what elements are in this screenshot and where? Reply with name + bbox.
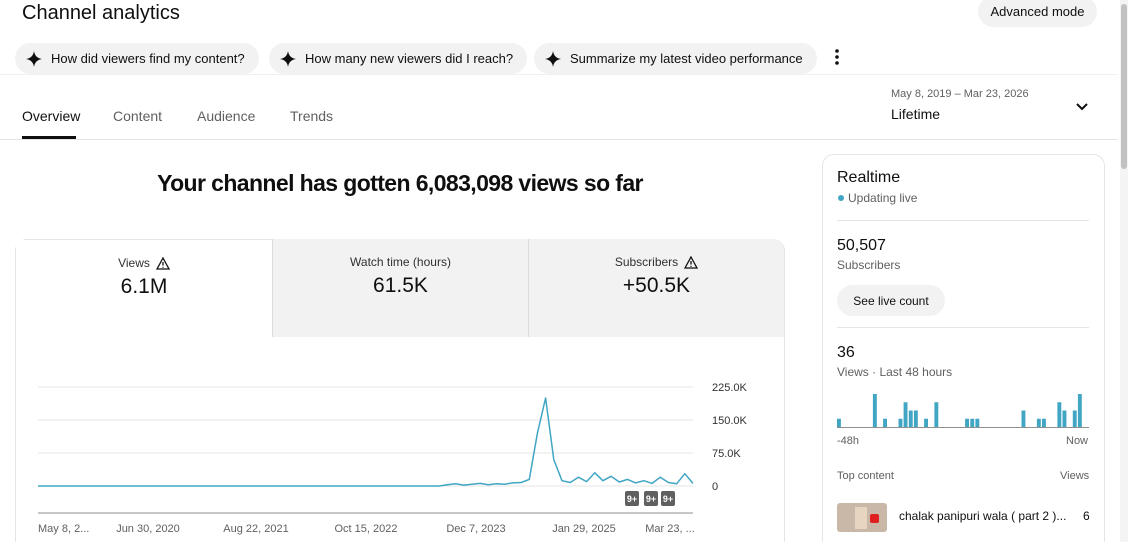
chip-text: How did viewers find my content? xyxy=(51,51,245,66)
suggestion-chip[interactable]: Summarize my latest video performance xyxy=(534,43,817,74)
suggestion-chip[interactable]: How many new viewers did I reach? xyxy=(269,43,528,74)
more-menu[interactable] xyxy=(832,48,842,66)
start-label: -48h xyxy=(837,435,860,447)
page-title: Channel analytics xyxy=(22,2,180,24)
realtime-card xyxy=(822,154,1105,542)
metric-tab[interactable]: Watch time (hours) 61.5K xyxy=(272,239,528,337)
sparkle-icon xyxy=(545,50,561,67)
tab[interactable]: Content xyxy=(113,108,163,124)
metric-tab[interactable]: Views 6.1M xyxy=(16,240,272,338)
warning-icon xyxy=(155,256,170,270)
metric-tab[interactable]: Subscribers +50.5K xyxy=(528,239,784,337)
metric-label: Subscribers xyxy=(614,255,679,269)
divider xyxy=(837,327,1089,328)
top-content-title: Top content xyxy=(837,470,894,482)
live-dot xyxy=(838,195,844,201)
subscriber-count: 50,507 xyxy=(837,237,886,254)
sparkle-icon xyxy=(26,50,42,67)
tab-indicator xyxy=(22,136,76,139)
tab-overview[interactable]: Overview xyxy=(22,108,81,124)
metric-value: 61.5K xyxy=(373,274,428,297)
scrollbar[interactable] xyxy=(1120,0,1128,542)
chevron[interactable] xyxy=(1075,101,1089,113)
views-column: Views xyxy=(1060,470,1090,482)
suggestion-chip[interactable]: How did viewers find my content? xyxy=(15,43,259,74)
tab[interactable]: Audience xyxy=(197,108,256,124)
live-count-button[interactable]: See live count xyxy=(837,285,945,316)
metric-value: +50.5K xyxy=(622,274,691,297)
date-label[interactable]: Lifetime xyxy=(891,106,941,122)
views-count: 36 xyxy=(837,344,855,361)
views-label: Views · Last 48 hours xyxy=(837,365,953,379)
headline: Your channel has gotten 6,083,098 views … xyxy=(157,170,643,196)
separator xyxy=(0,74,1118,75)
advanced-mode-button[interactable]: Advanced mode xyxy=(978,0,1097,27)
content-title[interactable]: chalak panipuri wala ( part 2 )... xyxy=(899,509,1067,523)
separator xyxy=(0,139,1118,140)
chip-text: Summarize my latest video performance xyxy=(570,51,803,66)
realtime-title: Realtime xyxy=(837,169,901,186)
chip-text: How many new viewers did I reach? xyxy=(305,51,514,66)
thumbnail[interactable] xyxy=(837,503,887,532)
date-range: May 8, 2019 – Mar 23, 2026 xyxy=(891,88,1029,100)
tab[interactable]: Trends xyxy=(290,108,334,124)
end-label: Now xyxy=(1066,435,1089,447)
warning-icon xyxy=(684,255,699,269)
metric-label: Views xyxy=(118,256,150,270)
live-status: Updating live xyxy=(848,191,918,205)
content-views: 6 xyxy=(1083,509,1090,523)
metric-label: Watch time (hours) xyxy=(350,255,451,269)
metric-value: 6.1M xyxy=(120,275,168,298)
subscriber-label: Subscribers xyxy=(837,258,901,272)
sparkle-icon xyxy=(280,50,296,67)
divider xyxy=(837,220,1089,221)
